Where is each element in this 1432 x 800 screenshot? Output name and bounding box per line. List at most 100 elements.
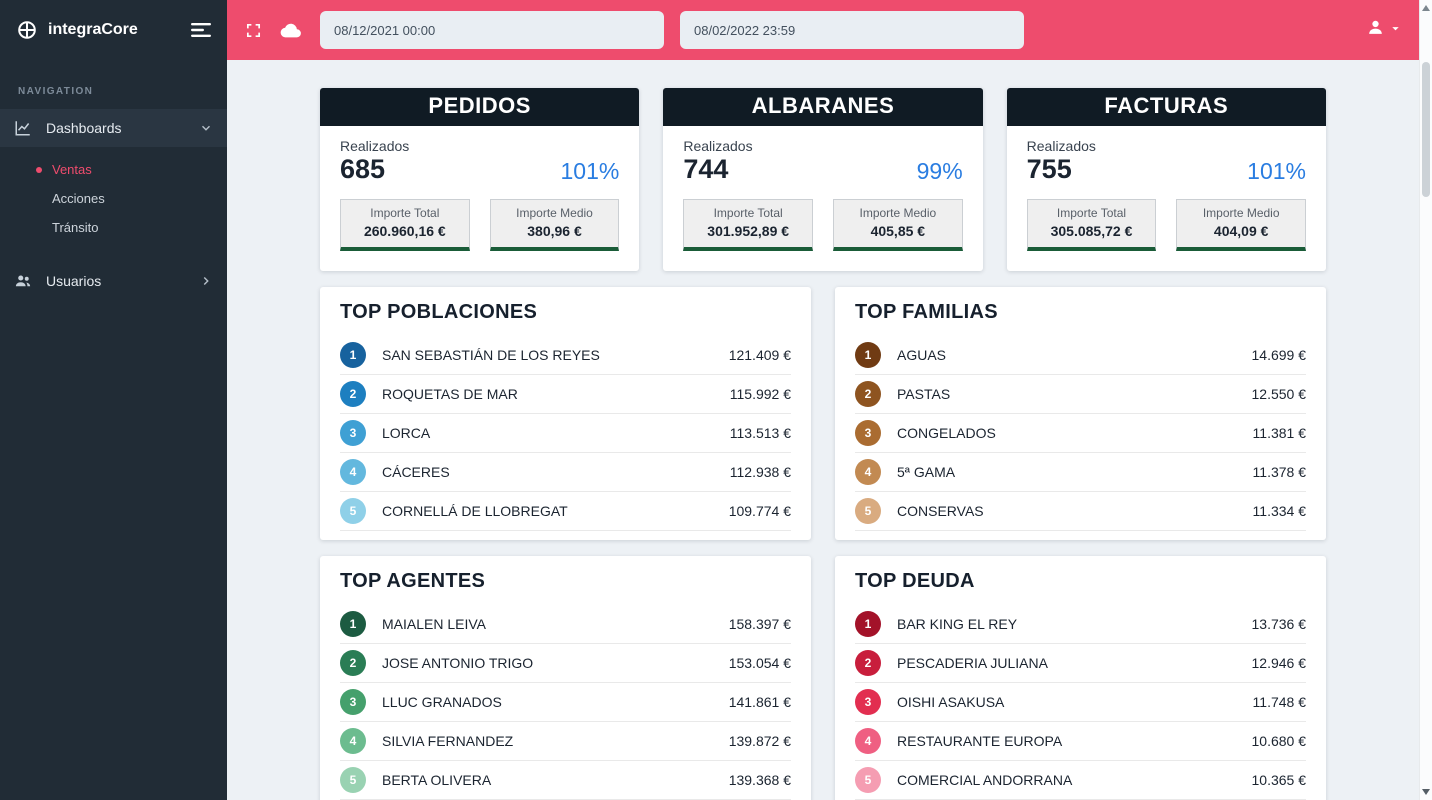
- item-name: 5ª GAMA: [897, 464, 956, 481]
- rank-badge: 3: [855, 689, 881, 716]
- fullscreen-icon[interactable]: [245, 22, 262, 39]
- rank-badge: 3: [855, 420, 881, 447]
- stats-row: PEDIDOS Realizados 685 101% Importe Tota…: [320, 88, 1326, 272]
- sidebar-subitem-transito[interactable]: Tránsito: [0, 213, 227, 242]
- top-poblaciones-card: TOP POBLACIONES 1 SAN SEBASTIÁN DE LOS R…: [320, 287, 811, 541]
- realizados-count: 685: [340, 154, 386, 184]
- list-item: 3 OISHI ASAKUSA 11.748 €: [855, 683, 1306, 723]
- rank-badge: 1: [340, 611, 366, 638]
- item-name: CÁCERES: [382, 464, 450, 481]
- main-content: PEDIDOS Realizados 685 101% Importe Tota…: [227, 60, 1419, 800]
- item-name: SILVIA FERNANDEZ: [382, 733, 514, 750]
- rank-badge: 3: [340, 689, 366, 716]
- date-to-input[interactable]: [680, 11, 1024, 49]
- top-lists-grid: TOP POBLACIONES 1 SAN SEBASTIÁN DE LOS R…: [320, 287, 1326, 800]
- importe-total-box: Importe Total 301.952,89 €: [683, 199, 813, 252]
- list-item: 3 LORCA 113.513 €: [340, 414, 791, 454]
- item-name: ROQUETAS DE MAR: [382, 386, 518, 403]
- item-name: COMERCIAL ANDORRANA: [897, 772, 1073, 789]
- sidebar-toggle-icon[interactable]: [191, 22, 211, 38]
- sidebar-item-label: Usuarios: [46, 273, 102, 289]
- rank-badge: 5: [340, 767, 366, 794]
- list-item: 2 JOSE ANTONIO TRIGO 153.054 €: [340, 644, 791, 684]
- top-agentes-card: TOP AGENTES 1 MAIALEN LEIVA 158.397 € 2 …: [320, 556, 811, 800]
- sidebar-header: integraCore: [0, 0, 227, 60]
- list-item: 4 SILVIA FERNANDEZ 139.872 €: [340, 722, 791, 762]
- item-value: 141.861 €: [728, 694, 791, 711]
- sidebar-item-usuarios[interactable]: Usuarios: [0, 262, 227, 300]
- item-value: 153.054 €: [728, 655, 791, 672]
- chart-line-icon: [14, 119, 34, 137]
- rank-badge: 4: [855, 459, 881, 486]
- rank-badge: 5: [855, 498, 881, 525]
- sidebar-subitem-label: Tránsito: [52, 220, 99, 235]
- list-item: 3 LLUC GRANADOS 141.861 €: [340, 683, 791, 723]
- list-item: 4 RESTAURANTE EUROPA 10.680 €: [855, 722, 1306, 762]
- item-name: JOSE ANTONIO TRIGO: [382, 655, 534, 672]
- list-title: TOP AGENTES: [340, 570, 486, 593]
- scroll-up-arrow[interactable]: [1422, 5, 1430, 11]
- item-value: 139.368 €: [728, 772, 791, 789]
- top-deuda-card: TOP DEUDA 1 BAR KING EL REY 13.736 € 2 P…: [835, 556, 1326, 800]
- stat-card-facturas: FACTURAS Realizados 755 101% Importe Tot…: [1006, 88, 1326, 272]
- realizados-label: Realizados: [340, 138, 410, 154]
- importe-medio-box: Importe Medio 405,85 €: [833, 199, 963, 252]
- scrollbar[interactable]: [1419, 0, 1432, 800]
- list-title: TOP DEUDA: [855, 570, 975, 593]
- list-item: 2 PASTAS 12.550 €: [855, 375, 1307, 415]
- importe-label: Importe Total: [1056, 206, 1127, 221]
- sidebar-subitem-acciones[interactable]: Acciones: [0, 184, 227, 213]
- item-name: LORCA: [382, 425, 431, 442]
- sidebar-subitem-label: Acciones: [52, 191, 105, 206]
- list-item: 1 BAR KING EL REY 13.736 €: [855, 605, 1306, 645]
- top-familias-card: TOP FAMILIAS 1 AGUAS 14.699 € 2 PASTAS 1…: [835, 287, 1326, 541]
- item-value: 158.397 €: [728, 616, 791, 633]
- item-name: BAR KING EL REY: [897, 616, 1018, 633]
- rank-badge: 2: [855, 381, 881, 408]
- item-value: 11.334 €: [1252, 503, 1306, 520]
- rank-badge: 4: [855, 728, 881, 755]
- scroll-down-arrow[interactable]: [1422, 789, 1430, 795]
- user-menu[interactable]: [1366, 18, 1401, 42]
- item-name: AGUAS: [897, 347, 947, 364]
- list-item: 3 CONGELADOS 11.381 €: [855, 414, 1306, 454]
- date-from-input[interactable]: [320, 11, 664, 49]
- item-name: MAIALEN LEIVA: [382, 616, 487, 633]
- app-logo-icon: [16, 19, 38, 41]
- list-item: 2 PESCADERIA JULIANA 12.946 €: [855, 644, 1306, 684]
- user-icon: [1366, 18, 1385, 42]
- chevron-down-icon: [1390, 21, 1401, 39]
- item-name: CONGELADOS: [897, 425, 996, 442]
- importe-label: Importe Medio: [1202, 206, 1280, 221]
- topbar: [227, 0, 1419, 60]
- stat-card-albaranes: ALBARANES Realizados 744 99% Importe Tot…: [663, 88, 983, 272]
- item-value: 11.748 €: [1252, 694, 1306, 711]
- rank-badge: 3: [340, 420, 366, 447]
- cloud-icon[interactable]: [280, 21, 302, 39]
- importe-total-box: Importe Total 305.085,72 €: [1026, 199, 1157, 252]
- item-value: 12.550 €: [1251, 386, 1307, 403]
- importe-medio-box: Importe Medio 404,09 €: [1176, 199, 1306, 252]
- importe-label: Importe Total: [713, 206, 783, 221]
- realizados-percent: 101%: [560, 158, 620, 185]
- list-item: 1 AGUAS 14.699 €: [855, 336, 1306, 376]
- item-value: 121.409 €: [728, 347, 791, 364]
- importe-value: 405,85 €: [870, 223, 926, 240]
- item-name: RESTAURANTE EUROPA: [897, 733, 1063, 750]
- app-title: integraCore: [48, 21, 138, 38]
- sidebar-subitem-ventas[interactable]: Ventas: [0, 155, 227, 184]
- sidebar-item-dashboards[interactable]: Dashboards: [0, 109, 227, 147]
- list-item: 1 MAIALEN LEIVA 158.397 €: [340, 605, 791, 645]
- realizados-count: 744: [683, 154, 729, 184]
- item-name: PESCADERIA JULIANA: [897, 655, 1048, 672]
- scroll-thumb[interactable]: [1422, 62, 1430, 197]
- realizados-label: Realizados: [683, 138, 753, 154]
- rank-badge: 2: [855, 650, 881, 677]
- active-bullet-icon: [36, 166, 42, 173]
- rank-badge: 2: [340, 650, 366, 677]
- importe-total-box: Importe Total 260.960,16 €: [340, 199, 470, 252]
- stat-card-pedidos: PEDIDOS Realizados 685 101% Importe Tota…: [320, 88, 640, 272]
- item-name: OISHI ASAKUSA: [897, 694, 1005, 711]
- realizados-label: Realizados: [1026, 138, 1096, 154]
- list-item: 5 COMERCIAL ANDORRANA 10.365 €: [855, 761, 1306, 800]
